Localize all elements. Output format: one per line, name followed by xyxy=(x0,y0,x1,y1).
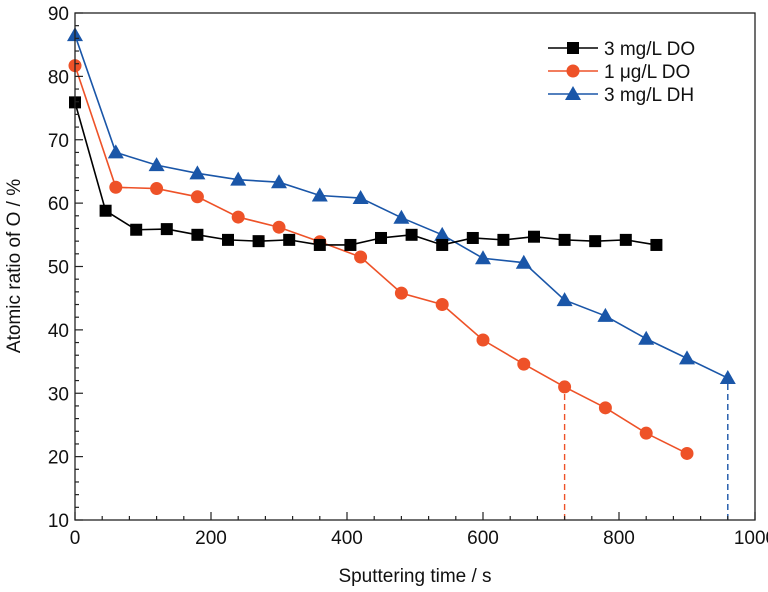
data-point xyxy=(191,228,204,241)
legend-marker xyxy=(566,64,580,78)
y-axis-label: Atomic ratio of O / % xyxy=(4,179,25,353)
x-tick-label: 600 xyxy=(467,528,499,549)
legend-item: 1 μg/L DO xyxy=(548,62,690,83)
data-point xyxy=(160,223,173,236)
x-tick-label: 200 xyxy=(195,528,227,549)
data-point xyxy=(435,298,449,312)
data-point xyxy=(283,233,296,246)
data-point xyxy=(475,250,491,265)
x-axis: 0 200 400 600 800 1000 xyxy=(70,512,768,549)
series-square xyxy=(69,96,663,251)
data-point xyxy=(638,330,655,345)
x-tick-label: 1000 xyxy=(734,528,768,549)
y-tick-label: 10 xyxy=(48,511,69,532)
data-point xyxy=(109,180,123,194)
data-point xyxy=(598,401,612,415)
data-point xyxy=(99,204,112,217)
series-line xyxy=(74,65,688,455)
data-point xyxy=(558,233,571,246)
series-layer xyxy=(67,27,736,460)
data-point xyxy=(589,235,602,248)
data-point xyxy=(272,220,286,234)
data-point xyxy=(650,238,663,251)
data-point xyxy=(148,157,165,172)
data-point xyxy=(344,238,357,251)
x-axis-label: Sputtering time / s xyxy=(338,566,491,587)
y-tick-label: 60 xyxy=(48,194,69,215)
data-point xyxy=(375,231,387,244)
legend-item: 3 mg/L DH xyxy=(548,85,694,106)
data-point xyxy=(393,209,410,224)
y-tick-label: 90 xyxy=(48,4,69,25)
legend-marker xyxy=(567,42,579,54)
data-point xyxy=(354,250,368,264)
x-tick-label: 400 xyxy=(331,528,363,549)
data-point xyxy=(556,292,573,307)
y-tick-label: 50 xyxy=(48,258,69,279)
y-tick-label: 40 xyxy=(48,321,69,342)
data-point xyxy=(528,230,540,243)
y-axis: 10 20 30 40 50 60 70 80 90 xyxy=(48,4,83,532)
data-point xyxy=(107,144,124,159)
data-point xyxy=(476,333,490,347)
series-triangle xyxy=(67,27,736,385)
data-point xyxy=(130,223,143,236)
data-point xyxy=(231,210,245,224)
y-tick-label: 30 xyxy=(48,384,69,405)
data-point xyxy=(311,187,328,202)
data-point xyxy=(597,307,614,322)
y-tick-label: 70 xyxy=(48,131,69,152)
data-point xyxy=(189,165,206,180)
data-point xyxy=(394,286,408,300)
x-tick-label: 0 xyxy=(70,528,81,549)
data-point xyxy=(405,228,418,241)
data-point xyxy=(619,233,632,246)
legend-label: 3 mg/L DO xyxy=(604,39,695,60)
data-point xyxy=(515,254,532,269)
series-circle xyxy=(68,59,694,460)
data-point xyxy=(436,238,449,251)
data-point xyxy=(150,182,164,196)
y-tick-label: 20 xyxy=(48,448,69,469)
data-point xyxy=(252,235,265,248)
data-point xyxy=(639,426,653,440)
data-point xyxy=(352,190,369,205)
data-point xyxy=(558,380,572,394)
legend-marker xyxy=(565,86,581,100)
data-point xyxy=(434,226,451,241)
y-tick-label: 80 xyxy=(48,67,69,88)
legend: 3 mg/L DO1 μg/L DO3 mg/L DH xyxy=(548,39,695,106)
data-point xyxy=(313,238,326,251)
data-point xyxy=(497,233,510,246)
data-point xyxy=(680,446,694,460)
legend-label: 3 mg/L DH xyxy=(604,85,694,106)
data-point xyxy=(271,174,287,189)
data-point xyxy=(719,370,736,385)
annotations xyxy=(563,378,729,520)
data-point xyxy=(679,350,695,365)
data-point xyxy=(466,231,479,244)
data-point xyxy=(230,171,247,186)
data-point xyxy=(190,190,204,204)
legend-label: 1 μg/L DO xyxy=(604,62,690,83)
data-point xyxy=(517,357,531,371)
x-tick-label: 800 xyxy=(603,528,635,549)
data-point xyxy=(222,233,234,246)
legend-item: 3 mg/L DO xyxy=(548,39,695,60)
